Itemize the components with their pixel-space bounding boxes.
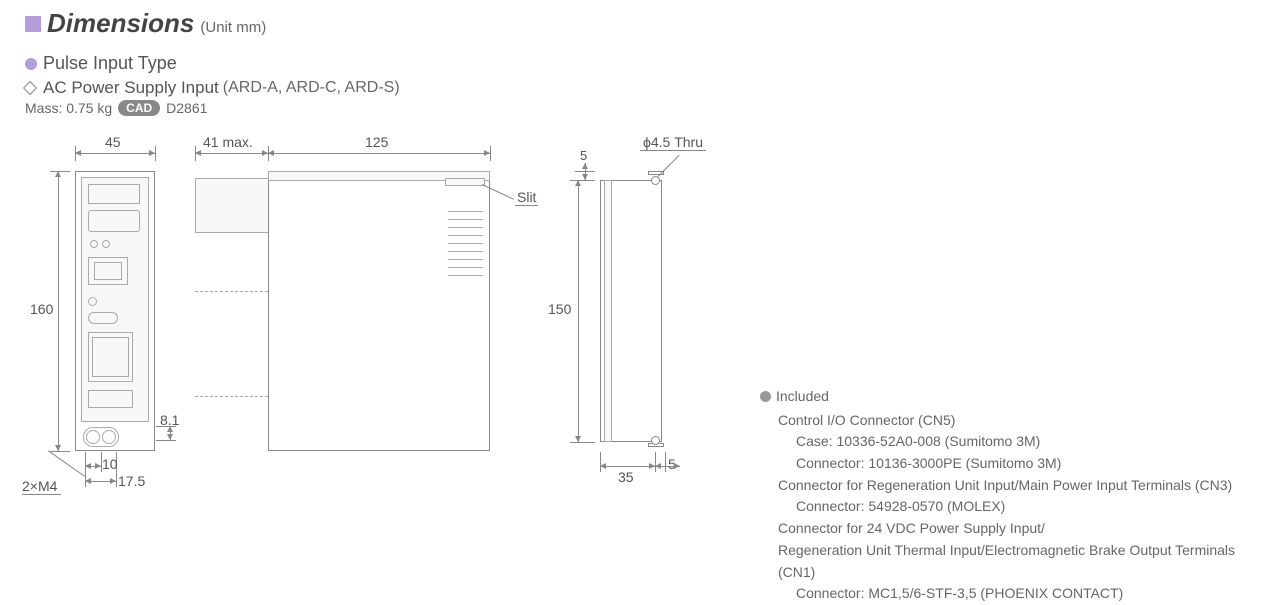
ext-line	[665, 452, 666, 472]
led-circle	[102, 240, 110, 248]
dim-label-160: 160	[30, 301, 53, 317]
dim-label-45: 45	[105, 134, 121, 150]
included-line: Connector: MC1,5/6-STF-3,5 (PHOENIX CONT…	[760, 583, 1235, 605]
ext-line	[155, 146, 156, 161]
leader-phi45	[658, 155, 680, 177]
dim-arrow-81	[170, 426, 171, 440]
rear-inner	[604, 180, 612, 442]
cad-badge: CAD	[118, 100, 160, 116]
side-front-cover	[195, 178, 268, 233]
included-header: Included	[760, 386, 1235, 408]
dim-10	[85, 466, 101, 467]
dim-label-slit: Slit	[515, 189, 538, 206]
dim-160	[58, 171, 59, 451]
subsub-text: AC Power Supply Input	[43, 78, 219, 98]
grey-bullet	[760, 391, 771, 402]
dim-label-150: 150	[548, 301, 571, 317]
screw-circle	[88, 297, 97, 306]
dim-41	[195, 153, 268, 154]
vent-slot	[448, 227, 483, 228]
ext-line	[600, 452, 601, 472]
dim-35	[600, 466, 655, 467]
ext-line	[655, 452, 656, 472]
port-rect	[94, 262, 122, 280]
vent-slot	[448, 251, 483, 252]
ext-line	[50, 451, 70, 452]
cad-code: D2861	[166, 100, 207, 116]
vent-slot	[448, 219, 483, 220]
included-line: Control I/O Connector (CN5)	[760, 410, 1235, 432]
dim-label-125: 125	[365, 134, 388, 150]
led-circle	[90, 240, 98, 248]
dim-5	[655, 466, 680, 467]
dim-45	[75, 153, 155, 154]
page-title: Dimensions	[47, 8, 194, 39]
port-rect	[88, 184, 140, 204]
mount-hole-bottom	[651, 436, 660, 445]
subtitle-text: Pulse Input Type	[43, 53, 177, 74]
subtitle-row: Pulse Input Type	[0, 39, 1280, 74]
title-bullet-square	[25, 16, 41, 32]
dim-125	[268, 153, 490, 154]
vent-slot	[448, 243, 483, 244]
dim-label-10: 10	[102, 456, 118, 472]
vent-slot	[448, 267, 483, 268]
mass-label: Mass: 0.75 kg	[25, 100, 112, 116]
port-rect	[88, 312, 118, 324]
included-line: Case: 10336-52A0-008 (Sumitomo 3M)	[760, 431, 1235, 453]
title-row: Dimensions (Unit mm)	[0, 0, 1280, 39]
dim-label-2m4: 2×M4	[22, 478, 61, 495]
included-line: Connector: 10136-3000PE (Sumitomo 3M)	[760, 453, 1235, 475]
port-rect	[88, 210, 140, 232]
included-line: Connector for 24 VDC Power Supply Input/	[760, 518, 1235, 540]
dim-label-top5: 5	[580, 148, 587, 163]
included-title: Included	[776, 386, 829, 408]
included-line: (CN1)	[760, 562, 1235, 584]
dim-175	[85, 481, 116, 482]
mount-hole-top	[651, 176, 660, 185]
vent-slot	[448, 235, 483, 236]
power-frame	[83, 427, 119, 447]
dim-top5	[585, 163, 586, 180]
dash-line	[195, 291, 268, 292]
leader-2m4	[48, 450, 85, 477]
vent-slot	[448, 259, 483, 260]
subsub-row: AC Power Supply Input (ARD-A, ARD-C, ARD…	[0, 74, 1280, 98]
included-line: Regeneration Unit Thermal Input/Electrom…	[760, 540, 1235, 562]
dim-label-phi45: ϕ4.5 Thru	[640, 134, 706, 151]
vent-slot	[448, 211, 483, 212]
side-view-main	[268, 171, 490, 451]
mass-row: Mass: 0.75 kg CAD D2861	[0, 98, 1280, 116]
subsub-paren: (ARD-A, ARD-C, ARD-S)	[223, 79, 400, 97]
dim-label-35: 35	[618, 469, 634, 485]
included-line: Connector for Regeneration Unit Input/Ma…	[760, 475, 1235, 497]
side-inner-rect	[445, 178, 485, 186]
ext-line	[490, 146, 491, 161]
vent-slot	[448, 275, 483, 276]
ext-line	[570, 442, 595, 443]
port-rect	[88, 390, 133, 408]
port-rect	[92, 337, 129, 377]
bullet-circle	[25, 58, 37, 70]
ext-line	[570, 180, 595, 181]
dim-label-175: 17.5	[118, 473, 145, 489]
ext-line	[156, 440, 176, 441]
title-unit: (Unit mm)	[200, 19, 266, 36]
drawing-area: 45 160 8.1 10 17.5 2×M4 41 max. 125	[0, 116, 1280, 556]
front-view	[75, 171, 155, 451]
dim-label-41: 41 max.	[203, 134, 253, 150]
diamond-bullet	[23, 81, 37, 95]
dim-150	[578, 180, 579, 442]
included-line: Connector: 54928-0570 (MOLEX)	[760, 496, 1235, 518]
included-block: Included Control I/O Connector (CN5) Cas…	[760, 386, 1235, 605]
dash-line	[195, 396, 268, 397]
